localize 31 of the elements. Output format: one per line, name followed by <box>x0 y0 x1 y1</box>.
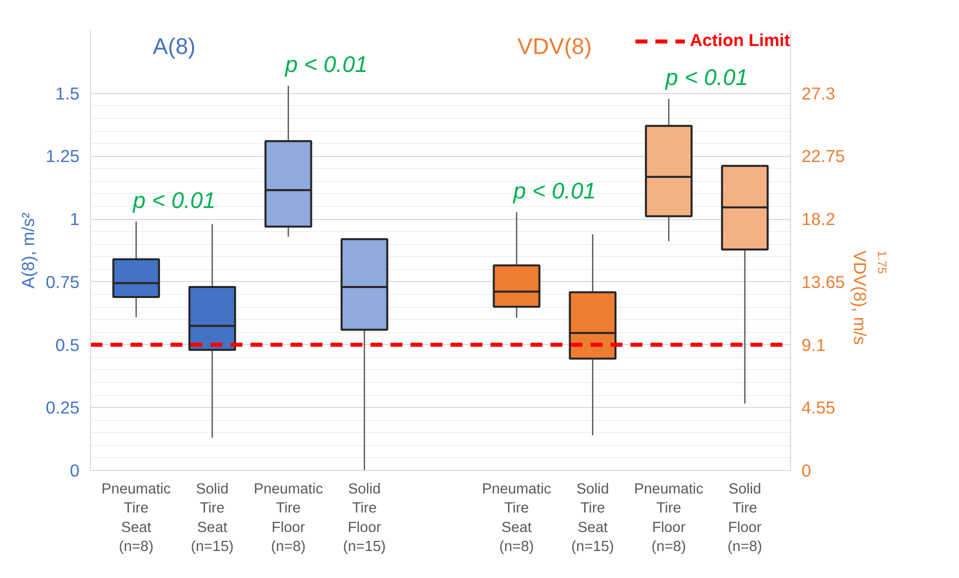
y-axis-title: A(8), m/s² <box>18 212 38 289</box>
y-tick-label: 0.75 <box>46 272 80 292</box>
x-tick-label: Solid Tire Seat (n=15) <box>571 482 614 556</box>
y2-tick-label: 18.2 <box>802 209 836 230</box>
x-tick-label: Solid Tire Floor (n=8) <box>728 482 762 556</box>
annotation: p < 0.01 <box>512 177 596 204</box>
x-tick-label: Solid Tire Seat (n=15) <box>190 482 234 556</box>
y2-tick-label: 22.75 <box>802 146 845 166</box>
x-tick-label: Pneumatic Tire Floor (n=8) <box>634 482 704 556</box>
y2-tick-label: 4.55 <box>802 398 836 418</box>
y-tick-label: 1.5 <box>55 83 80 104</box>
y-tick-label: 0.5 <box>55 334 80 355</box>
legend-label: Action Limit <box>690 30 790 51</box>
y-tick-label: 0.25 <box>46 398 80 418</box>
annotation: p < 0.01 <box>664 64 748 90</box>
y-tick-label: 1 <box>70 209 80 230</box>
y2-tick-label: 13.65 <box>802 272 845 292</box>
x-tick-label: Pneumatic Tire Seat (n=8) <box>482 482 552 556</box>
x-tick-label: Solid Tire Floor (n=15) <box>343 482 386 556</box>
y2-tick-label: 0 <box>802 460 812 480</box>
text: A(8) <box>152 32 196 59</box>
y2-axis-title: VDV(8), m/s1.75 <box>850 250 889 346</box>
x-tick-label: Pneumatic Tire Seat (n=8) <box>102 482 171 556</box>
x-tick-label: Pneumatic Tire Floor (n=8) <box>254 482 323 556</box>
y2-tick-label: 27.3 <box>802 83 836 104</box>
y-tick-label: 1.25 <box>46 146 80 166</box>
y2-tick-label: 9.1 <box>802 334 826 355</box>
text: VDV(8) <box>517 32 592 59</box>
annotation: p < 0.01 <box>284 51 368 78</box>
annotation: p < 0.01 <box>132 186 216 213</box>
y-tick-label: 0 <box>70 460 80 480</box>
